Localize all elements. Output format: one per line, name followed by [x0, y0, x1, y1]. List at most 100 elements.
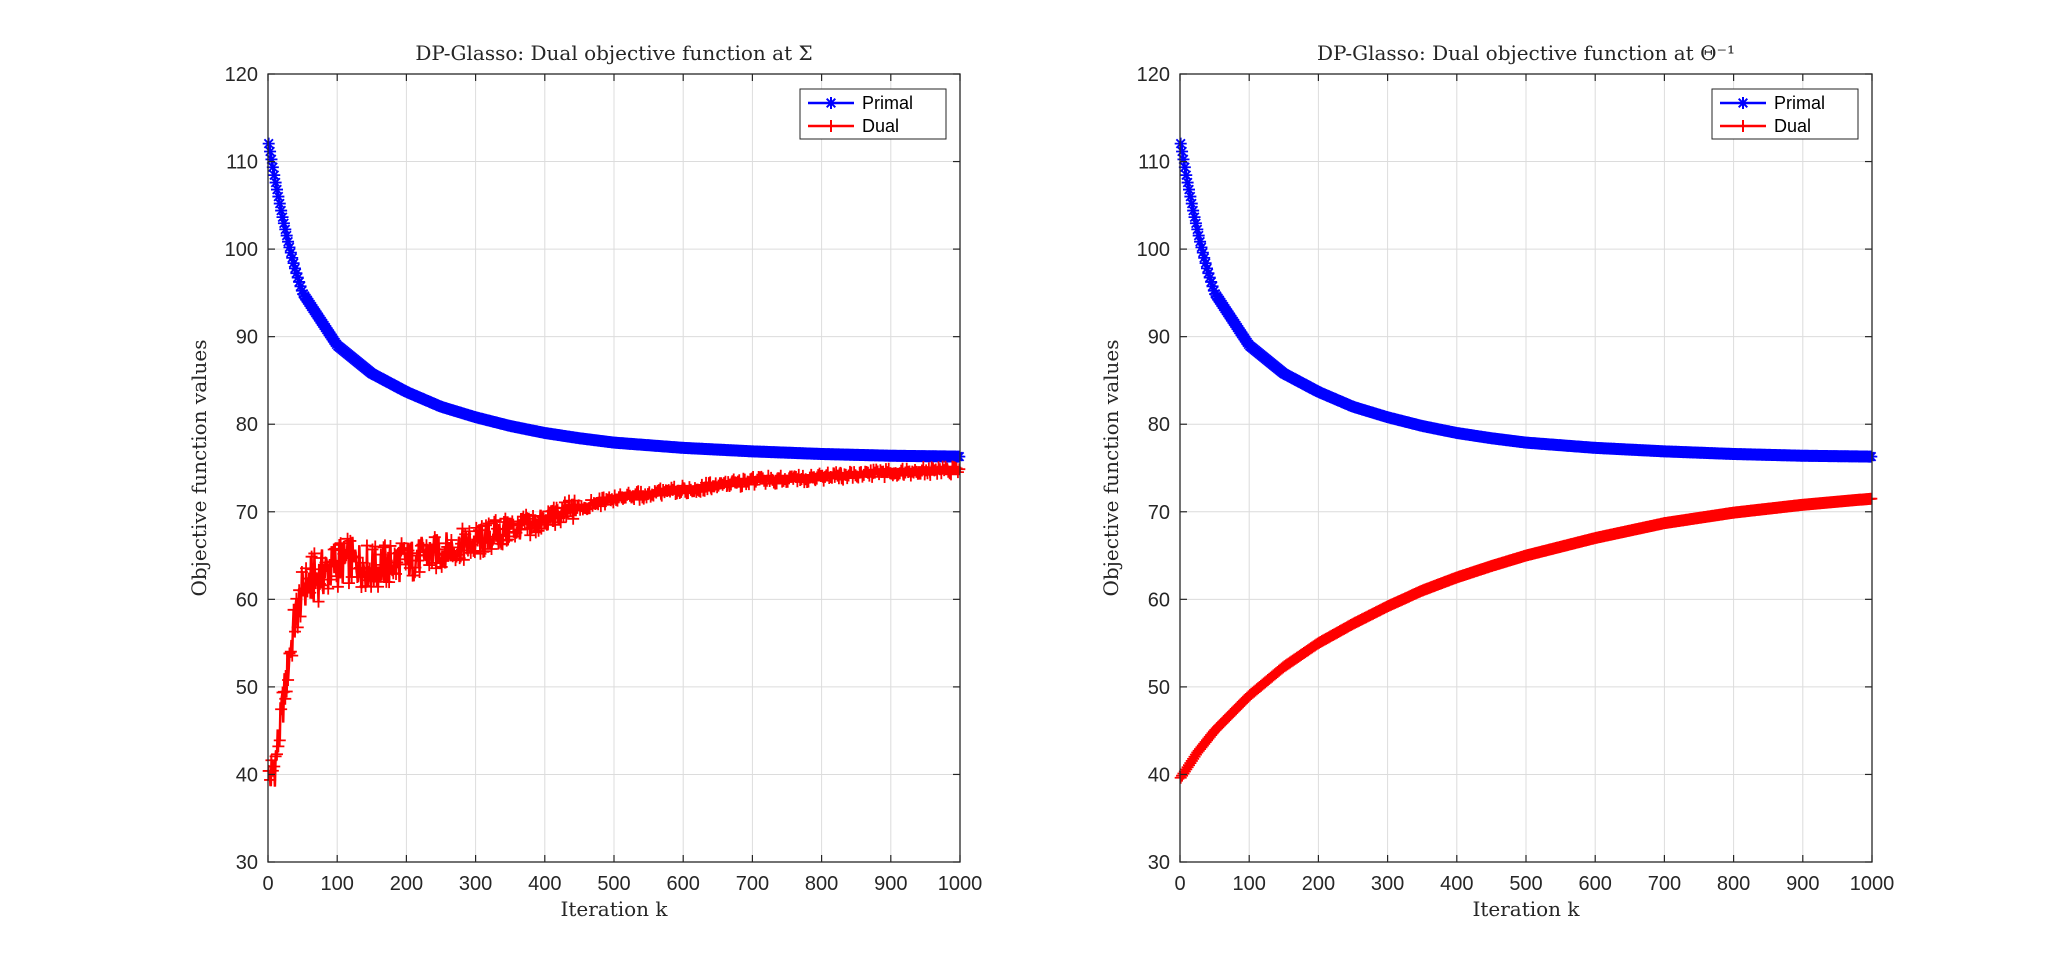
data-marker [366, 543, 379, 556]
data-marker [384, 539, 397, 552]
data-marker [484, 530, 497, 543]
series-markers-dual [262, 460, 966, 786]
data-marker [455, 537, 468, 550]
data-marker [943, 467, 956, 480]
x-tick-label: 800 [1717, 873, 1750, 895]
data-marker [561, 506, 574, 519]
data-marker [284, 246, 297, 259]
legend-label-dual: Dual [862, 116, 899, 136]
data-marker [295, 284, 308, 297]
data-marker [463, 525, 476, 538]
x-tick-label: 400 [1440, 873, 1473, 895]
data-marker [953, 450, 966, 463]
y-tick-label: 120 [1137, 64, 1170, 86]
data-marker [401, 553, 414, 566]
data-marker [1202, 267, 1215, 280]
series-markers-dual [1174, 492, 1878, 784]
y-tick-label: 60 [236, 589, 258, 611]
data-marker [333, 538, 346, 551]
chart-right: 0 100 200 300 400 500 600 700 800 900 1000 30 40 50 60… [1099, 41, 1894, 921]
data-marker [300, 562, 313, 575]
data-marker [268, 760, 281, 773]
data-marker [290, 592, 303, 605]
data-marker [478, 545, 491, 558]
legend: Primal Dual [1711, 88, 1859, 140]
data-marker [470, 521, 483, 534]
data-marker [342, 577, 355, 590]
data-marker [282, 673, 295, 686]
data-marker [383, 576, 396, 589]
series-markers-primal [1174, 137, 1878, 463]
data-marker [302, 572, 315, 585]
data-marker [356, 556, 369, 569]
data-marker [1865, 492, 1878, 505]
data-marker [485, 542, 498, 555]
data-marker [1178, 161, 1191, 174]
legend-marker-dual [1737, 120, 1749, 132]
data-marker [445, 533, 458, 546]
y-tick-label: 50 [1148, 677, 1170, 699]
x-tick-label: 1000 [1850, 873, 1895, 895]
data-marker [698, 484, 711, 497]
data-marker [432, 537, 445, 550]
x-tick-label: 500 [597, 873, 630, 895]
y-tick-label: 50 [236, 677, 258, 699]
data-marker [351, 571, 364, 584]
data-marker [390, 567, 403, 580]
data-marker [313, 577, 326, 590]
tick-group: 0 100 200 300 400 500 600 700 800 900 1000 30 40 50 60… [225, 64, 983, 895]
data-marker [270, 183, 283, 196]
data-marker [272, 740, 285, 753]
data-marker [372, 580, 385, 593]
data-marker [374, 548, 387, 561]
legend-box [1711, 88, 1859, 140]
data-marker [1200, 262, 1213, 275]
data-marker [457, 553, 470, 566]
data-marker [312, 595, 325, 608]
data-marker [272, 190, 285, 203]
y-tick-label: 110 [226, 152, 258, 174]
data-marker [348, 550, 361, 563]
data-marker [471, 534, 484, 547]
data-marker [283, 241, 296, 254]
legend-label-dual: Dual [1774, 116, 1811, 136]
legend: Primal Dual [799, 88, 947, 140]
data-marker [269, 750, 282, 763]
data-marker [318, 565, 331, 578]
data-marker [340, 549, 353, 562]
data-marker [275, 703, 288, 716]
data-marker [268, 169, 281, 182]
legend-label-primal: Primal [862, 93, 913, 113]
x-axis-label: Iteration k [560, 897, 668, 921]
data-marker [1199, 257, 1212, 270]
x-tick-label: 600 [1579, 873, 1612, 895]
data-marker [269, 176, 282, 189]
data-marker [283, 647, 296, 660]
data-marker [1206, 280, 1219, 293]
y-tick-label: 40 [1148, 764, 1170, 786]
y-tick-label: 30 [1148, 852, 1170, 874]
data-marker [1195, 241, 1208, 254]
data-marker [1198, 251, 1211, 264]
data-marker [280, 229, 293, 242]
series-group [262, 137, 966, 787]
legend-marker-primal [1737, 97, 1749, 109]
data-marker [287, 257, 300, 270]
data-marker [326, 555, 339, 568]
data-marker [264, 773, 277, 786]
data-marker [373, 566, 386, 579]
data-marker [344, 534, 357, 547]
data-marker [539, 517, 552, 530]
data-marker [349, 551, 362, 564]
y-tick-label: 70 [236, 502, 258, 524]
x-tick-label: 100 [321, 873, 354, 895]
data-marker [288, 262, 301, 275]
y-tick-label: 110 [1138, 152, 1170, 174]
y-tick-label: 40 [236, 764, 258, 786]
data-marker [467, 544, 480, 557]
data-marker [405, 547, 418, 560]
data-marker [377, 541, 390, 554]
y-tick-label: 90 [236, 327, 258, 349]
data-marker [420, 539, 433, 552]
data-marker [502, 533, 515, 546]
